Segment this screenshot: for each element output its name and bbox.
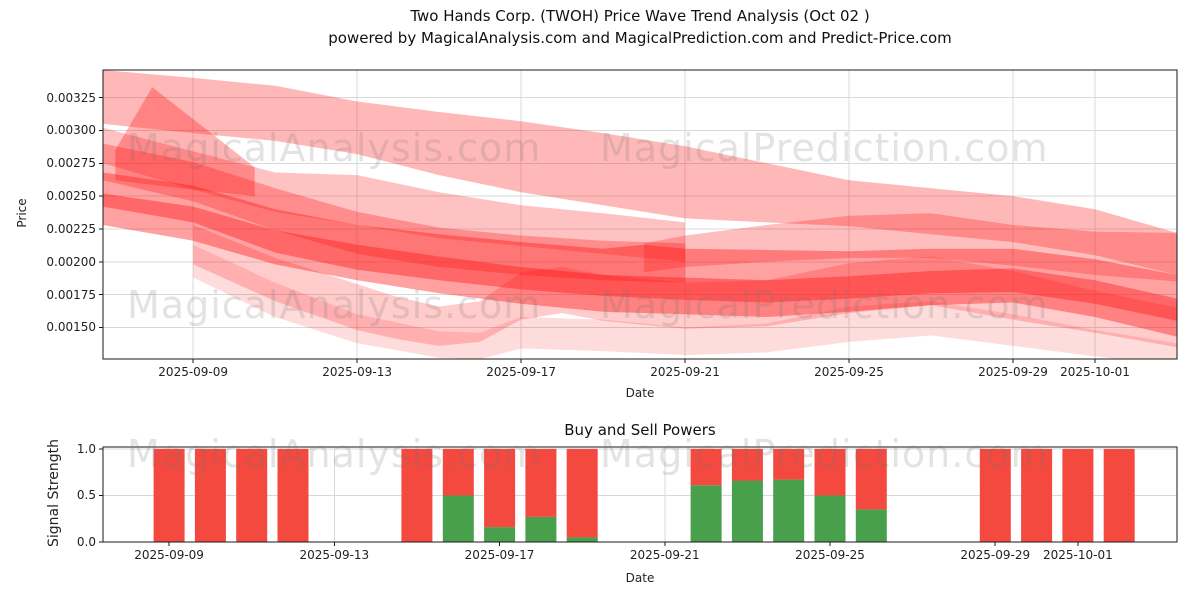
wave-band-core-band-1	[103, 172, 1177, 321]
price-xtick-label: 2025-09-29	[978, 365, 1048, 379]
sell-power-bar	[1103, 448, 1135, 542]
price-ytick-label: 0.00325	[46, 90, 96, 105]
wave-band-core-band-2	[103, 193, 1177, 337]
price-ytick-label: 0.00225	[46, 221, 96, 236]
price-ytick-label: 0.00200	[46, 254, 96, 269]
buy-power-bar	[855, 509, 887, 542]
sell-power-bar	[1062, 448, 1094, 542]
figure-title: Two Hands Corp. (TWOH) Price Wave Trend …	[410, 7, 870, 25]
price-plot-border	[102, 69, 1178, 360]
buy-power-bar	[484, 527, 516, 542]
sell-power-bar	[484, 448, 516, 528]
sell-power-bar	[773, 448, 805, 480]
sell-power-bar	[566, 448, 598, 538]
buy-power-bar	[566, 537, 598, 542]
sell-power-bar	[277, 448, 309, 542]
watermark-prediction-row3: MagicalPrediction.com	[600, 432, 1049, 476]
sell-power-bar	[690, 448, 722, 486]
sell-power-bar	[236, 448, 268, 542]
power-xtick-label: 2025-09-17	[464, 548, 535, 562]
price-xtick-label: 2025-09-09	[158, 365, 229, 379]
sell-power-bar	[979, 448, 1011, 542]
sell-power-bar	[814, 448, 846, 496]
price-ytick-label: 0.00300	[46, 123, 96, 138]
price-ytick-label: 0.00150	[46, 320, 96, 335]
power-xtick-label: 2025-09-09	[134, 548, 204, 562]
watermark-prediction-row2: MagicalPrediction.com	[600, 283, 1049, 327]
price-axis-label: Price	[15, 198, 29, 228]
wave-band-peak-wedge	[115, 87, 255, 197]
sell-power-bar	[731, 448, 763, 481]
price-xtick-label: 2025-09-25	[814, 365, 884, 379]
price-xtick-label: 2025-10-01	[1060, 365, 1130, 379]
figure-subtitle: powered by MagicalAnalysis.com and Magic…	[328, 29, 952, 47]
wave-band-faint-low-band	[193, 244, 1177, 359]
power-xtick-label: 2025-10-01	[1042, 548, 1113, 562]
wave-band-upper-light-band	[103, 70, 1177, 275]
price-xtick-label: 2025-09-13	[322, 365, 393, 379]
sell-power-bar	[401, 448, 433, 542]
buy-power-bar	[731, 480, 763, 542]
buy-power-bar	[814, 495, 846, 542]
price-ytick-label: 0.00250	[46, 189, 96, 204]
price-xtick-label: 2025-09-17	[486, 365, 556, 379]
top-date-axis-label: Date	[625, 386, 655, 400]
power-ytick-label: 0.0	[76, 535, 96, 549]
power-ytick-label: 1.0	[76, 441, 96, 456]
sell-power-bar	[194, 448, 226, 542]
power-xtick-label: 2025-09-21	[629, 548, 700, 562]
wave-band-lower-light-band	[193, 225, 1177, 348]
watermark-prediction-row1: MagicalPrediction.com	[600, 126, 1049, 170]
bottom-date-axis-label: Date	[625, 571, 655, 585]
wave-band-left-medium-band	[103, 143, 686, 283]
price-xtick-label: 2025-09-21	[650, 365, 720, 379]
sell-power-bar	[855, 448, 887, 510]
sell-power-bar	[525, 448, 557, 517]
sell-power-bar	[1021, 448, 1053, 542]
sell-power-bar	[153, 448, 185, 542]
buy-power-bar	[442, 495, 474, 542]
power-xtick-label: 2025-09-13	[299, 548, 370, 562]
buy-power-bar	[690, 485, 722, 542]
wave-band-right-band	[644, 213, 1177, 282]
buy-power-bar	[773, 479, 805, 542]
wave-band-second-band	[103, 127, 686, 262]
power-ytick-label: 0.5	[76, 488, 96, 503]
price-ytick-label: 0.00275	[46, 156, 96, 171]
price-ytick-label: 0.00175	[46, 287, 96, 302]
buy-power-bar	[525, 516, 557, 542]
sell-power-bar	[442, 448, 474, 496]
power-xtick-label: 2025-09-29	[960, 548, 1031, 562]
power-plot-border	[102, 446, 1178, 543]
power-xtick-label: 2025-09-25	[795, 548, 865, 562]
watermark-analysis-row3: MagicalAnalysis.com	[127, 432, 542, 476]
watermark-analysis-row2: MagicalAnalysis.com	[127, 283, 542, 327]
watermark-analysis-row1: MagicalAnalysis.com	[127, 126, 542, 170]
power-chart-title: Buy and Sell Powers	[564, 421, 716, 439]
price-wave-bands	[103, 70, 1177, 359]
